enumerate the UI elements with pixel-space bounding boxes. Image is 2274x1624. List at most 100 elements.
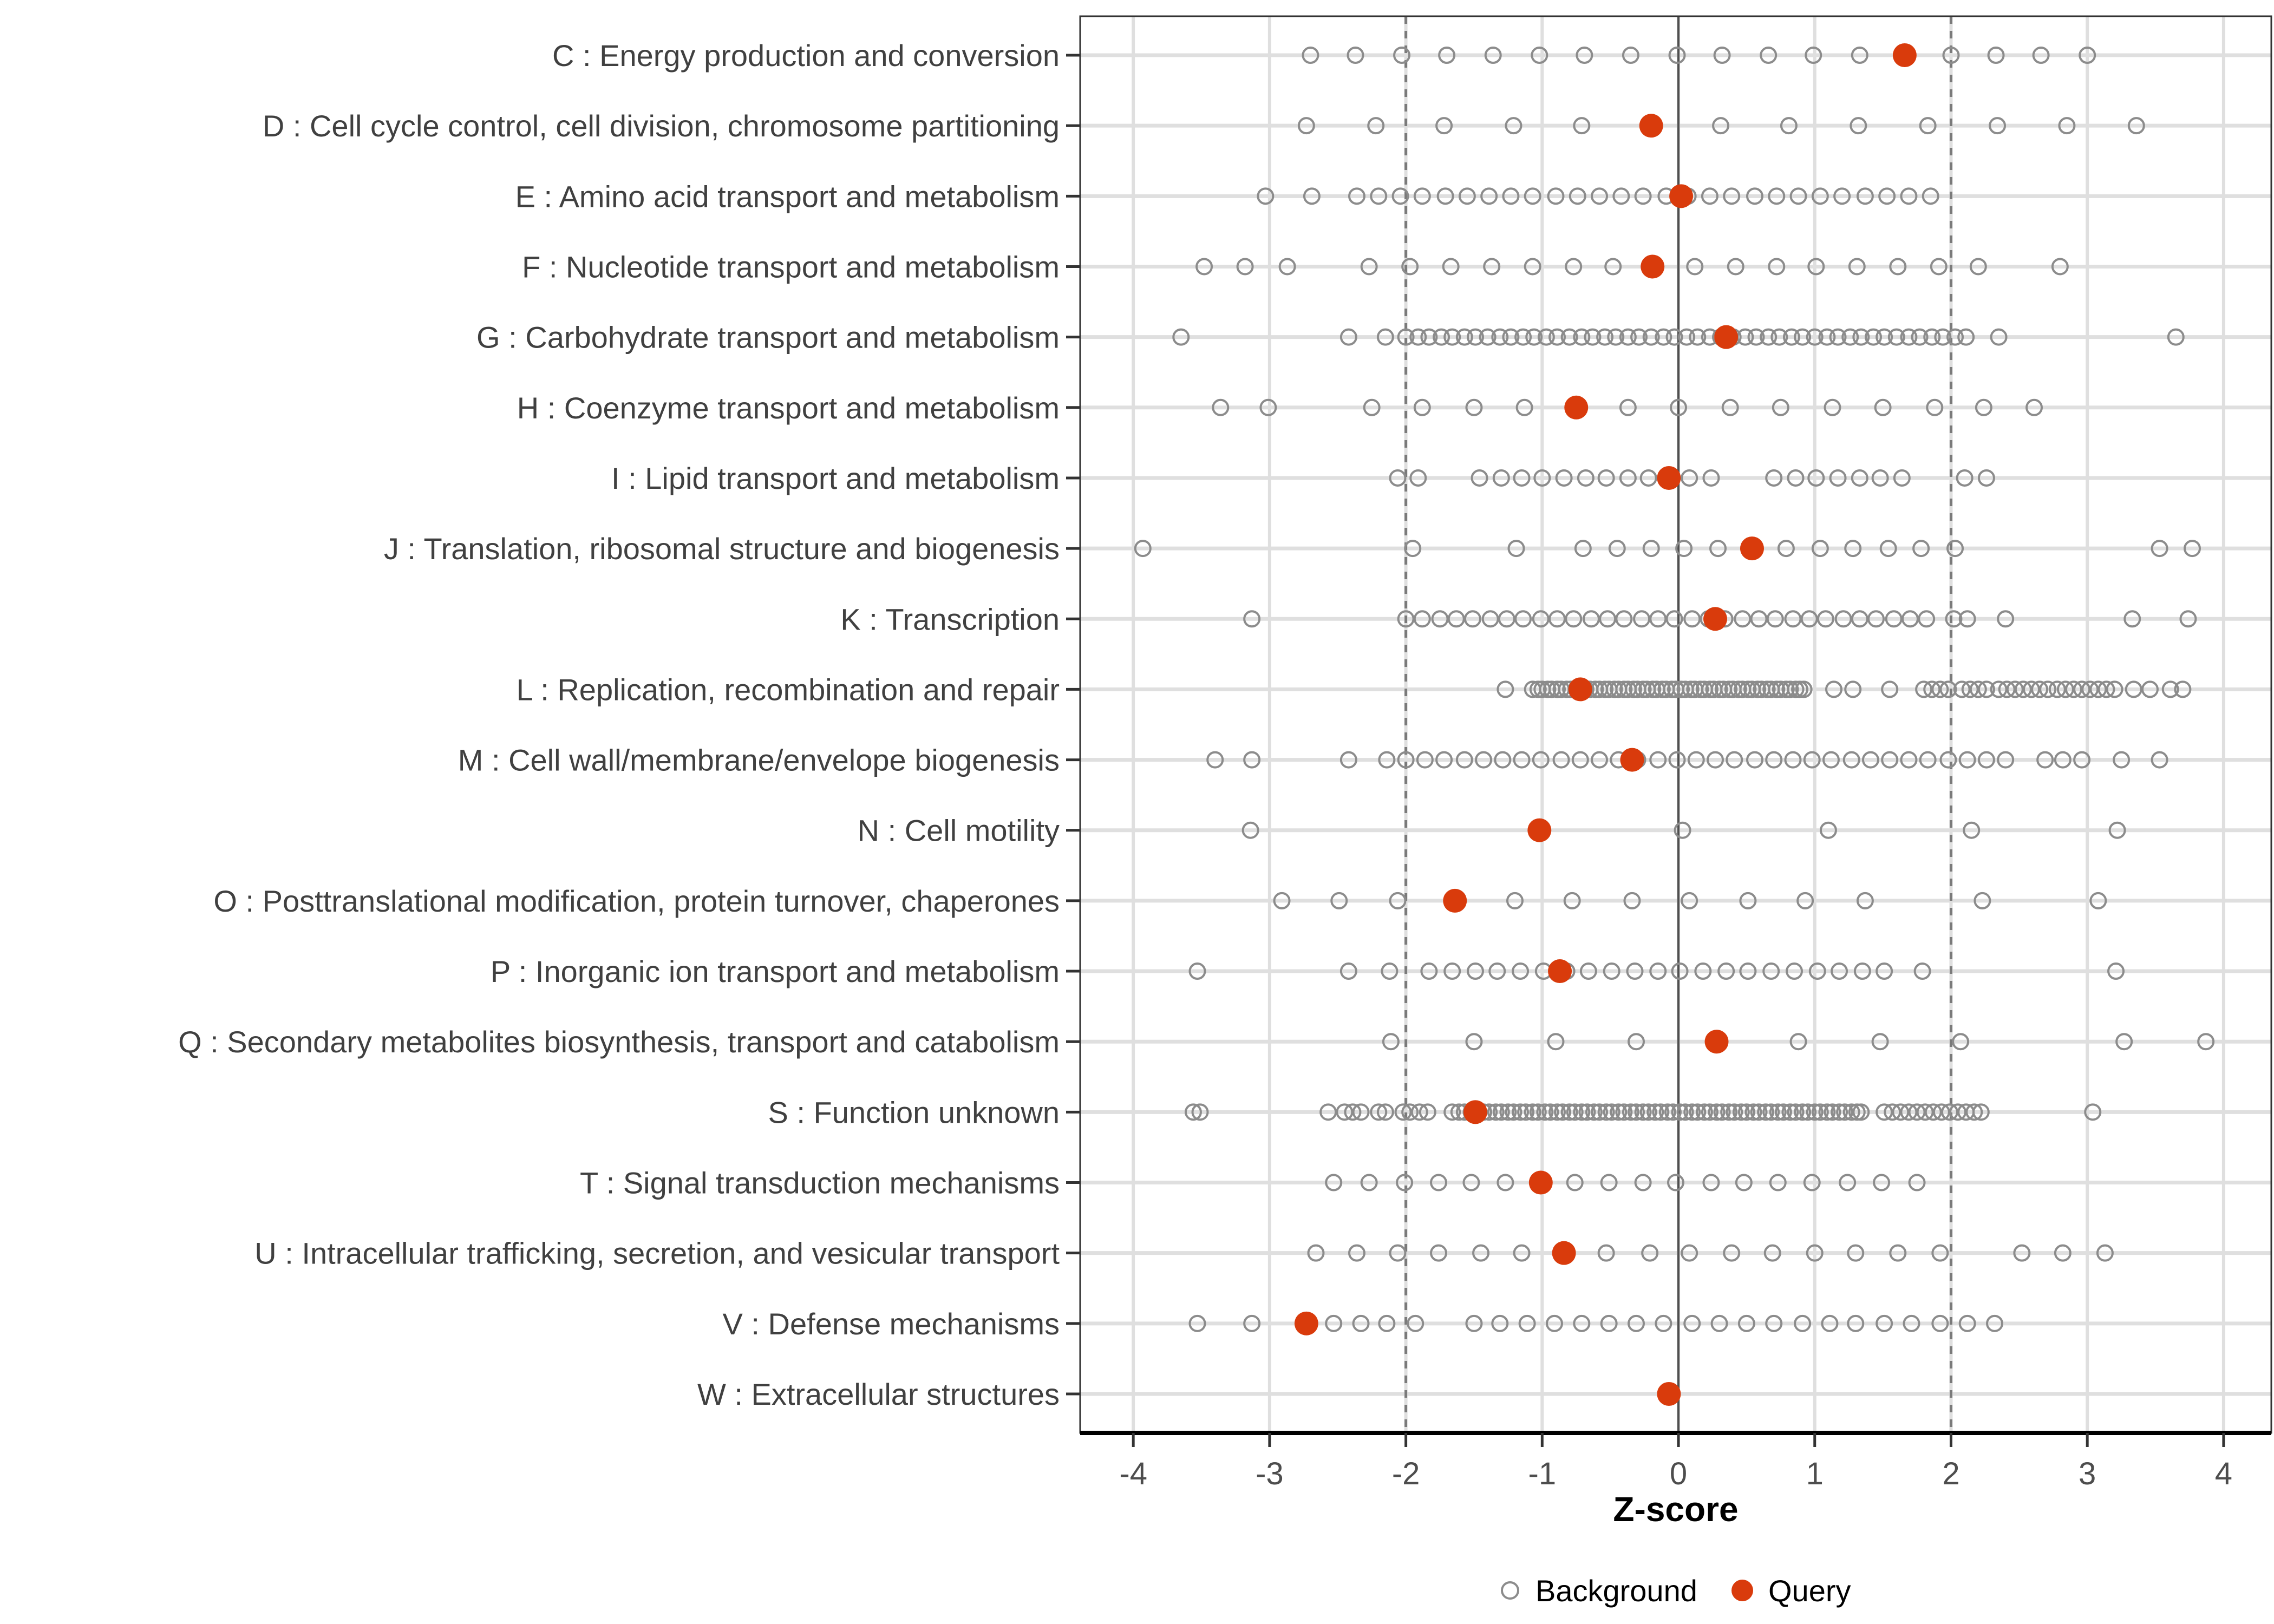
background-point bbox=[1956, 469, 1974, 487]
background-point bbox=[1639, 469, 1657, 487]
background-point bbox=[1339, 751, 1357, 769]
background-point bbox=[1727, 258, 1744, 276]
background-point bbox=[1735, 1174, 1753, 1191]
background-point bbox=[1998, 680, 2016, 698]
background-point bbox=[1803, 1174, 1821, 1191]
row-Q bbox=[1382, 1030, 2215, 1054]
background-point bbox=[1303, 187, 1321, 205]
category-label-J: J : Translation, ribosomal structure and… bbox=[384, 532, 1060, 566]
background-point bbox=[1873, 1174, 1891, 1191]
background-point bbox=[1416, 751, 1434, 769]
category-label-F: F : Nucleotide transport and metabolism bbox=[522, 250, 1060, 284]
background-point bbox=[1401, 1103, 1419, 1121]
background-point bbox=[1347, 47, 1364, 64]
category-label-M: M : Cell wall/membrane/envelope biogenes… bbox=[458, 743, 1060, 777]
background-point bbox=[1734, 610, 1752, 628]
background-point bbox=[1777, 540, 1795, 558]
background-point bbox=[1325, 1174, 1343, 1191]
background-point bbox=[1344, 1103, 1362, 1121]
background-point bbox=[1584, 328, 1602, 346]
background-point bbox=[1475, 751, 1493, 769]
background-point bbox=[1455, 328, 1473, 346]
query-point bbox=[1669, 184, 1694, 208]
background-point bbox=[1307, 1244, 1325, 1262]
query-point bbox=[1443, 888, 1467, 913]
background-point bbox=[2032, 47, 2050, 64]
background-point bbox=[1876, 962, 1893, 980]
background-point bbox=[1861, 751, 1879, 769]
background-point bbox=[1963, 821, 1981, 839]
background-point bbox=[1851, 47, 1868, 64]
background-point bbox=[1683, 1103, 1701, 1121]
background-point bbox=[1582, 610, 1600, 628]
background-point bbox=[1498, 610, 1515, 628]
background-point bbox=[2039, 680, 2057, 698]
background-point bbox=[1622, 47, 1639, 64]
background-point bbox=[1573, 117, 1591, 135]
background-point bbox=[1975, 398, 1992, 416]
background-point bbox=[1977, 469, 1995, 487]
background-point bbox=[1987, 47, 2005, 64]
background-point bbox=[1831, 1103, 1848, 1121]
background-point bbox=[2031, 680, 2049, 698]
background-point bbox=[1934, 328, 1952, 346]
background-point bbox=[1389, 892, 1407, 909]
background-point bbox=[1518, 1314, 1536, 1332]
category-label-I: I : Lipid transport and metabolism bbox=[611, 461, 1060, 495]
query-point bbox=[1552, 1241, 1576, 1265]
category-label-D: D : Cell cycle control, cell division, c… bbox=[263, 109, 1060, 143]
background-point bbox=[1811, 187, 1829, 205]
background-point bbox=[1903, 1314, 1920, 1332]
row-G bbox=[1172, 325, 2185, 349]
background-point bbox=[1420, 962, 1438, 980]
query-point bbox=[1639, 114, 1663, 138]
background-point bbox=[1769, 1103, 1787, 1121]
background-point bbox=[1961, 680, 1979, 698]
background-point bbox=[1381, 962, 1399, 980]
background-point bbox=[1665, 328, 1683, 346]
background-point bbox=[1492, 469, 1510, 487]
category-label-Q: Q : Secondary metabolites biosynthesis, … bbox=[178, 1025, 1060, 1059]
background-point bbox=[1531, 47, 1548, 64]
background-point bbox=[1410, 1103, 1428, 1121]
background-point bbox=[1600, 1174, 1618, 1191]
x-tick-label: 3 bbox=[2079, 1456, 2096, 1491]
background-point bbox=[1413, 610, 1431, 628]
background-point bbox=[1824, 398, 1841, 416]
category-label-W: W : Extracellular structures bbox=[697, 1377, 1060, 1411]
background-point bbox=[1931, 680, 1949, 698]
background-point bbox=[1566, 1103, 1584, 1121]
row-K bbox=[1243, 607, 2197, 631]
background-point bbox=[1884, 1103, 1901, 1121]
background-point bbox=[1513, 1244, 1531, 1262]
background-point bbox=[1541, 1103, 1559, 1121]
query-point bbox=[1620, 748, 1644, 772]
background-point bbox=[1867, 610, 1885, 628]
background-point bbox=[1514, 610, 1532, 628]
background-point bbox=[1674, 821, 1691, 839]
background-point bbox=[1972, 1103, 1990, 1121]
background-point bbox=[1721, 398, 1739, 416]
background-point bbox=[1747, 328, 1765, 346]
background-point bbox=[1506, 892, 1524, 909]
background-point bbox=[1533, 469, 1551, 487]
background-point bbox=[1844, 680, 1862, 698]
background-point bbox=[1737, 1314, 1755, 1332]
background-point bbox=[1378, 751, 1396, 769]
category-label-S: S : Function unknown bbox=[768, 1095, 1060, 1129]
background-point bbox=[1297, 117, 1315, 135]
background-point bbox=[1507, 540, 1525, 558]
query-point bbox=[1294, 1311, 1318, 1335]
background-point bbox=[1565, 258, 1583, 276]
background-point bbox=[1856, 187, 1874, 205]
background-point bbox=[1856, 892, 1874, 909]
x-tick-label: -4 bbox=[1119, 1456, 1147, 1491]
query-point bbox=[1641, 254, 1665, 279]
background-point bbox=[2056, 680, 2074, 698]
background-point bbox=[1471, 469, 1488, 487]
background-point bbox=[1560, 328, 1578, 346]
background-point bbox=[1560, 1103, 1578, 1121]
background-point bbox=[1363, 398, 1381, 416]
background-point bbox=[2115, 1033, 2133, 1051]
background-point bbox=[1900, 187, 1918, 205]
